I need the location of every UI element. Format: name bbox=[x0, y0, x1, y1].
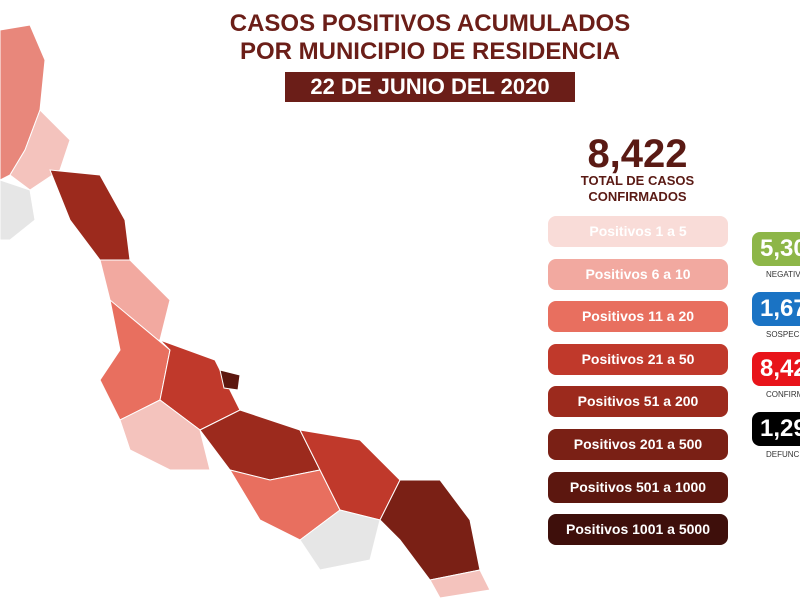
map bbox=[0, 24, 491, 599]
stat-label: CONFIRM bbox=[766, 390, 800, 399]
title-line: POR MUNICIPIO DE RESIDENCIA bbox=[239, 38, 621, 65]
legend-item: Positivos 11 a 20 bbox=[548, 301, 728, 333]
legend-item: Positivos 21 a 50 bbox=[548, 343, 728, 375]
stat-label: NEGATIV bbox=[766, 270, 800, 279]
date-banner: 22 DE JUNIO DEL 2020 bbox=[285, 72, 575, 102]
region bbox=[219, 369, 241, 391]
total-label: CONFIRMADOS bbox=[588, 189, 687, 204]
legend-item: Positivos 1 a 5 bbox=[548, 216, 728, 247]
total-label: TOTAL DE CASOS bbox=[580, 173, 695, 188]
region bbox=[299, 509, 381, 571]
stat-value: 1,29 bbox=[752, 412, 800, 446]
region bbox=[199, 409, 321, 481]
legend-item: Positivos 1001 a 5000 bbox=[548, 514, 728, 546]
stat-value: 1,67 bbox=[752, 292, 800, 326]
stat-label: SOSPECH bbox=[766, 330, 800, 339]
stat-value: 8,42 bbox=[752, 352, 800, 386]
stat-value: 5,30 bbox=[752, 232, 800, 266]
legend-item: Positivos 501 a 1000 bbox=[548, 471, 728, 503]
total-value: 8,422 bbox=[587, 132, 688, 176]
legend-item: Positivos 6 a 10 bbox=[548, 258, 728, 290]
stat-label: DEFUNCI bbox=[766, 450, 800, 459]
legend-item: Positivos 51 a 200 bbox=[548, 386, 728, 418]
region bbox=[49, 169, 131, 261]
region bbox=[429, 569, 491, 599]
region bbox=[379, 479, 481, 581]
title-line: CASOS POSITIVOS ACUMULADOS bbox=[229, 10, 631, 37]
legend-item: Positivos 201 a 500 bbox=[548, 429, 728, 460]
region bbox=[119, 399, 211, 471]
region bbox=[0, 179, 36, 241]
